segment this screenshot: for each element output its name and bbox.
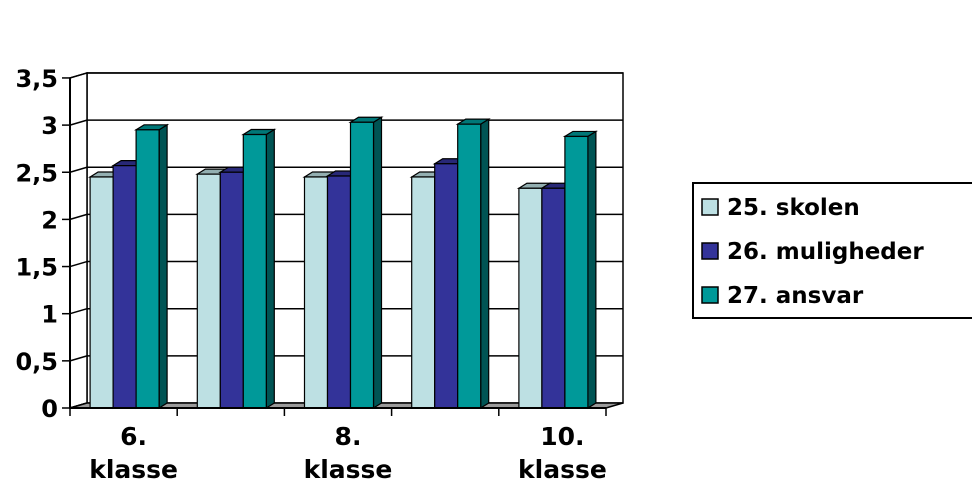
bar	[241, 128, 277, 410]
side-gridline	[69, 307, 88, 315]
y-tick-label: 2	[41, 206, 58, 234]
bar-side	[480, 118, 490, 410]
side-gridline	[69, 72, 88, 79]
y-tick-label: 2,5	[15, 159, 58, 187]
x-tick-label: 6. klasse	[89, 422, 178, 484]
x-tick-label: 10. klasse	[518, 422, 607, 484]
side-gridline	[69, 355, 88, 362]
side-gridline	[69, 166, 88, 173]
legend-swatch	[701, 286, 719, 304]
bar-front	[457, 123, 482, 409]
legend-label: 27. ansvar	[727, 283, 864, 309]
bar-front	[326, 175, 352, 409]
y-tick-label: 1,5	[15, 254, 58, 282]
legend-swatch	[701, 198, 719, 216]
bar-front	[518, 187, 543, 409]
y-tick-label: 3	[41, 112, 58, 140]
y-tick-label: 0,5	[15, 348, 58, 376]
bars	[88, 116, 598, 410]
bar-side	[372, 116, 383, 410]
y-tick-label: 1	[41, 301, 58, 329]
bar-front	[564, 135, 589, 409]
y-tick-label: 0	[41, 395, 58, 423]
bar-side	[158, 123, 168, 410]
y-tick-label: 3,5	[15, 65, 58, 93]
bar-side	[587, 130, 597, 410]
axes: 0 0,5 1 1,5 2 2,5 3 3,5 6. klasse 8. klasse 10. klass…	[15, 65, 606, 484]
bar-front	[89, 176, 114, 409]
legend-swatch	[701, 242, 719, 260]
legend-label: 26. muligheder	[727, 239, 924, 265]
bar-front	[242, 133, 267, 409]
legend-box	[692, 182, 972, 319]
bar-front	[411, 176, 436, 409]
bar	[562, 130, 598, 410]
bar	[455, 118, 491, 410]
x-tick-label: 8. klasse	[304, 422, 393, 484]
bar	[134, 123, 170, 410]
bar-front	[135, 129, 160, 409]
legend-label: 25. skolen	[727, 195, 860, 221]
legend: 25. skolen 26. muligheder 27. ansvar	[692, 182, 972, 319]
bar-front	[434, 163, 459, 409]
bar-front	[196, 173, 221, 409]
bar-front	[112, 165, 137, 409]
bar	[348, 116, 384, 410]
side-gridline	[69, 119, 88, 126]
bar-front	[349, 121, 375, 409]
bar-side	[265, 128, 275, 410]
side-gridline	[69, 260, 88, 268]
side-gridline	[69, 213, 88, 221]
bar-front	[219, 171, 244, 409]
bar-front	[303, 176, 329, 409]
bar-front	[541, 187, 566, 409]
